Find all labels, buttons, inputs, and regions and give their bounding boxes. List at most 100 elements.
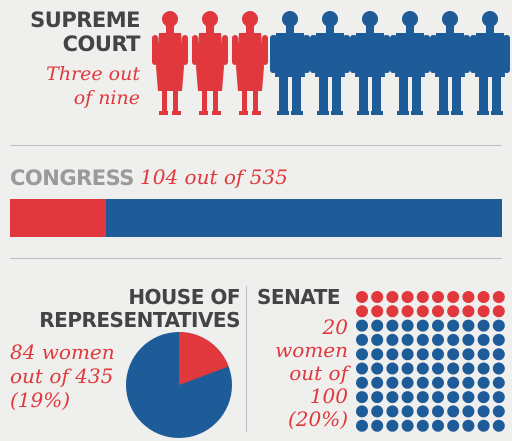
senate-man-dot bbox=[477, 419, 490, 432]
senate-man-dot bbox=[386, 376, 399, 389]
senate-man-dot bbox=[492, 391, 505, 404]
senate-man-dot bbox=[462, 405, 475, 418]
senate-man-dot bbox=[447, 348, 460, 361]
senate-man-dot bbox=[416, 405, 429, 418]
justice-woman-figure bbox=[192, 11, 228, 115]
senate-woman-dot bbox=[447, 305, 460, 318]
justice-woman-figure bbox=[152, 11, 188, 115]
senate-man-dot bbox=[386, 362, 399, 375]
senate-man-dot bbox=[447, 405, 460, 418]
senate-woman-dot bbox=[492, 291, 505, 303]
senate-woman-dot bbox=[477, 291, 490, 303]
senate-man-dot bbox=[371, 419, 384, 432]
senate-man-dot bbox=[386, 333, 399, 346]
senate-man-dot bbox=[386, 348, 399, 361]
senate-man-dot bbox=[477, 391, 490, 404]
senate-man-dot bbox=[371, 362, 384, 375]
senate-man-dot bbox=[386, 319, 399, 332]
senate-man-dot bbox=[416, 333, 429, 346]
senate-woman-dot bbox=[371, 291, 384, 303]
house-pie-chart bbox=[126, 332, 232, 438]
senate-man-dot bbox=[432, 319, 444, 332]
senate-man-dot bbox=[432, 348, 444, 361]
senate-woman-dot bbox=[477, 305, 490, 318]
senate-man-dot bbox=[371, 376, 384, 389]
senate-man-dot bbox=[371, 333, 384, 346]
senate-man-dot bbox=[386, 419, 399, 432]
senate-man-dot bbox=[462, 333, 475, 346]
senate-man-dot bbox=[462, 348, 475, 361]
senate-man-dot bbox=[432, 391, 444, 404]
justice-man-figure bbox=[310, 11, 350, 115]
senate-man-dot bbox=[401, 348, 414, 361]
divider-top bbox=[10, 145, 502, 146]
senate-man-dot bbox=[447, 391, 460, 404]
senate-heading: SENATE bbox=[257, 285, 341, 309]
congress-heading: CONGRESS bbox=[10, 166, 134, 190]
senate-man-dot bbox=[356, 348, 368, 361]
senate-woman-dot bbox=[356, 305, 368, 318]
senate-man-dot bbox=[416, 376, 429, 389]
supreme-court-caption: Three out of nine bbox=[46, 63, 140, 109]
justice-man-figure bbox=[270, 11, 310, 115]
senate-man-dot bbox=[447, 362, 460, 375]
senate-man-dot bbox=[386, 405, 399, 418]
senate-man-dot bbox=[477, 319, 490, 332]
justice-man-figure bbox=[470, 11, 510, 115]
senate-dot-grid bbox=[356, 291, 505, 432]
senate-man-dot bbox=[416, 348, 429, 361]
senate-man-dot bbox=[492, 419, 505, 432]
divider-bottom bbox=[10, 258, 502, 259]
senate-man-dot bbox=[447, 319, 460, 332]
senate-man-dot bbox=[401, 405, 414, 418]
senate-woman-dot bbox=[416, 305, 429, 318]
senate-man-dot bbox=[401, 391, 414, 404]
senate-man-dot bbox=[416, 419, 429, 432]
senate-man-dot bbox=[447, 376, 460, 389]
senate-caption: 20 women out of 100 (20%) bbox=[275, 315, 348, 431]
house-caption: 84 women out of 435 (19%) bbox=[10, 340, 115, 412]
senate-man-dot bbox=[371, 391, 384, 404]
congress-bar-chart bbox=[10, 199, 502, 237]
senate-man-dot bbox=[447, 333, 460, 346]
senate-woman-dot bbox=[447, 291, 460, 303]
senate-woman-dot bbox=[432, 305, 444, 318]
senate-man-dot bbox=[401, 419, 414, 432]
senate-man-dot bbox=[371, 319, 384, 332]
senate-man-dot bbox=[477, 362, 490, 375]
senate-man-dot bbox=[462, 376, 475, 389]
senate-man-dot bbox=[416, 319, 429, 332]
senate-man-dot bbox=[432, 376, 444, 389]
senate-man-dot bbox=[401, 333, 414, 346]
senate-woman-dot bbox=[371, 305, 384, 318]
congress-women-bar bbox=[10, 199, 106, 237]
senate-man-dot bbox=[371, 405, 384, 418]
senate-man-dot bbox=[416, 391, 429, 404]
senate-man-dot bbox=[492, 362, 505, 375]
congress-men-bar bbox=[105, 199, 502, 237]
senate-man-dot bbox=[462, 362, 475, 375]
senate-man-dot bbox=[371, 348, 384, 361]
justice-man-figure bbox=[430, 11, 470, 115]
senate-man-dot bbox=[432, 405, 444, 418]
congress-caption: 104 out of 535 bbox=[140, 165, 288, 189]
justices-pictogram bbox=[152, 11, 510, 115]
senate-woman-dot bbox=[401, 305, 414, 318]
senate-man-dot bbox=[432, 419, 444, 432]
senate-woman-dot bbox=[492, 305, 505, 318]
supreme-court-heading: SUPREME COURT bbox=[30, 8, 140, 56]
senate-man-dot bbox=[492, 405, 505, 418]
justice-man-figure bbox=[350, 11, 390, 115]
senate-man-dot bbox=[401, 362, 414, 375]
senate-man-dot bbox=[462, 319, 475, 332]
senate-man-dot bbox=[477, 376, 490, 389]
senate-man-dot bbox=[477, 405, 490, 418]
senate-woman-dot bbox=[386, 291, 399, 303]
senate-man-dot bbox=[432, 333, 444, 346]
senate-man-dot bbox=[386, 391, 399, 404]
senate-man-dot bbox=[356, 333, 368, 346]
senate-woman-dot bbox=[462, 305, 475, 318]
senate-man-dot bbox=[356, 405, 368, 418]
senate-man-dot bbox=[492, 319, 505, 332]
senate-woman-dot bbox=[401, 291, 414, 303]
